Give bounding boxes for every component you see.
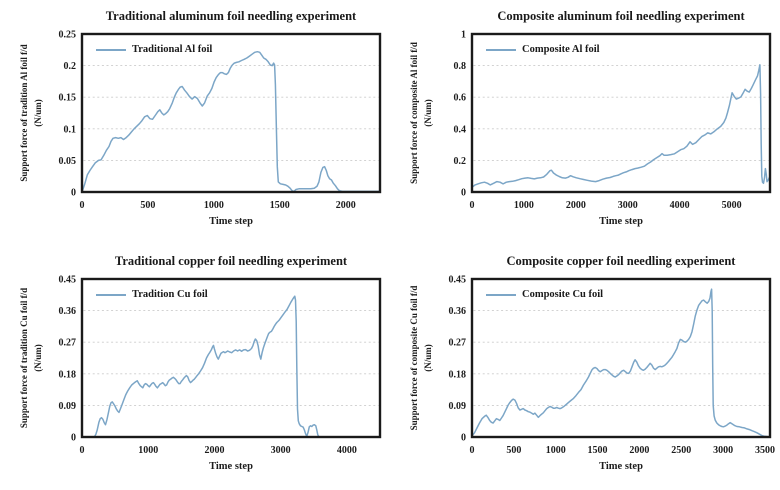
x-tick-label: 3500 xyxy=(755,445,775,456)
x-tick-label: 2000 xyxy=(629,445,649,456)
y-axis-label: Support force of composite Al foil f/d xyxy=(409,42,419,184)
plot-area: 0 0.09 0.18 0.27 0.36 0.45 0 1000 2000 3000 4000 Ti… xyxy=(19,275,382,472)
plot-border xyxy=(470,32,772,194)
x-axis-label: Time step xyxy=(209,461,253,472)
y-tick-label: 0.15 xyxy=(59,93,77,104)
y-tick-label: 0.09 xyxy=(59,401,77,412)
x-tick-label: 2000 xyxy=(336,200,356,211)
y-tick-label: 0.6 xyxy=(454,93,467,104)
x-tick-label: 0 xyxy=(470,445,475,456)
plot-border xyxy=(80,32,382,194)
y-tick-label: 1 xyxy=(461,30,466,41)
x-tick-label: 1000 xyxy=(546,445,566,456)
x-tick-label: 500 xyxy=(140,200,155,211)
x-tick-label: 2000 xyxy=(566,200,586,211)
x-tick-label: 4000 xyxy=(670,200,690,211)
y-tick-label: 0 xyxy=(71,433,76,444)
x-tick-label: 5000 xyxy=(722,200,742,211)
chart-traditional-al: Traditional aluminum foil needling exper… xyxy=(0,0,390,245)
plot-area: 0 0.09 0.18 0.27 0.36 0.45 0 500 1000 1500 2000 250… xyxy=(409,275,775,473)
chart-title: Composite copper foil needling experimen… xyxy=(506,254,736,268)
y-axis-units-label: (N/um) xyxy=(33,344,43,372)
series-line xyxy=(471,64,771,189)
x-tick-label: 3000 xyxy=(713,445,733,456)
y-tick-label: 0.18 xyxy=(449,369,467,380)
x-tick-label: 0 xyxy=(80,200,85,211)
y-tick-label: 0.8 xyxy=(454,61,467,72)
x-tick-label: 1000 xyxy=(514,200,534,211)
x-tick-label: 3000 xyxy=(271,445,291,456)
y-tick-label: 0.1 xyxy=(64,124,77,135)
x-tick-label: 3000 xyxy=(618,200,638,211)
y-tick-label: 0 xyxy=(461,433,466,444)
y-axis-label: Support force of tradition Cu foil f/d xyxy=(19,288,29,428)
series-line xyxy=(81,50,381,193)
y-tick-label: 0.36 xyxy=(449,306,467,317)
chart-traditional-cu: Traditional copper foil needling experim… xyxy=(0,245,390,490)
y-tick-label: 0.2 xyxy=(454,156,467,167)
x-tick-label: 2000 xyxy=(204,445,224,456)
series-line xyxy=(471,288,769,438)
y-axis-label: Support force of tradition Al foil f/d xyxy=(19,44,29,181)
y-axis-units-label: (N/um) xyxy=(33,99,43,127)
y-tick-label: 0.09 xyxy=(449,401,467,412)
y-tick-label: 0.27 xyxy=(59,338,77,349)
x-tick-label: 0 xyxy=(80,445,85,456)
plot-area: 0 0.2 0.4 0.6 0.8 1 0 1000 2000 3000 4000 5000 Time … xyxy=(409,30,772,227)
y-axis-units-label: (N/um) xyxy=(423,344,433,372)
x-tick-label: 2500 xyxy=(671,445,691,456)
y-axis-units-label: (N/um) xyxy=(423,99,433,127)
x-tick-label: 1000 xyxy=(204,200,224,211)
x-tick-label: 1500 xyxy=(270,200,290,211)
y-tick-label: 0.4 xyxy=(454,124,467,135)
plot-area: 0 0.05 0.1 0.15 0.2 0.25 0 500 1000 1500 2000 Time … xyxy=(19,30,382,227)
y-tick-label: 0.45 xyxy=(449,275,467,286)
x-tick-label: 500 xyxy=(506,445,521,456)
chart-title: Traditional copper foil needling experim… xyxy=(114,254,348,268)
y-tick-label: 0.05 xyxy=(59,156,77,167)
y-tick-label: 0.2 xyxy=(64,61,77,72)
chart-composite-cu: Composite copper foil needling experimen… xyxy=(390,245,780,490)
y-tick-label: 0.45 xyxy=(59,275,77,286)
plot-border xyxy=(80,277,382,439)
y-axis-label: Support force of composite Cu foil f/d xyxy=(409,286,419,431)
x-tick-label: 4000 xyxy=(337,445,357,456)
y-tick-label: 0.18 xyxy=(59,369,77,380)
plot-border xyxy=(470,277,772,439)
chart-composite-al: Composite aluminum foil needling experim… xyxy=(390,0,780,245)
chart-title: Composite aluminum foil needling experim… xyxy=(497,9,745,23)
x-tick-label: 1500 xyxy=(588,445,608,456)
y-tick-label: 0 xyxy=(461,188,466,199)
y-tick-label: 0.27 xyxy=(449,338,467,349)
x-tick-label: 0 xyxy=(470,200,475,211)
x-axis-label: Time step xyxy=(599,461,643,472)
x-axis-label: Time step xyxy=(209,216,253,227)
y-tick-label: 0 xyxy=(71,188,76,199)
series-line xyxy=(81,295,381,438)
y-tick-label: 0.36 xyxy=(59,306,77,317)
chart-title: Traditional aluminum foil needling exper… xyxy=(105,9,357,23)
x-tick-label: 1000 xyxy=(138,445,158,456)
y-tick-label: 0.25 xyxy=(59,30,77,41)
x-axis-label: Time step xyxy=(599,216,643,227)
